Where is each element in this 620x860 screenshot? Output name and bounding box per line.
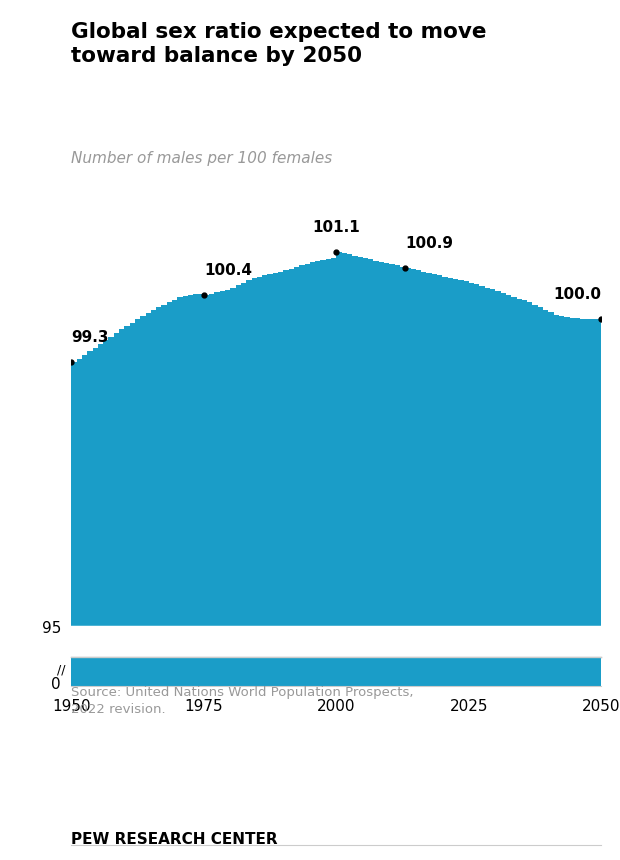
Text: 100.0: 100.0	[554, 287, 601, 303]
Text: Number of males per 100 females: Number of males per 100 females	[71, 151, 332, 166]
Text: 100.9: 100.9	[405, 236, 453, 251]
Text: //: //	[58, 664, 66, 677]
Text: Global sex ratio expected to move
toward balance by 2050: Global sex ratio expected to move toward…	[71, 22, 487, 65]
Text: 99.3: 99.3	[71, 330, 108, 345]
Text: PEW RESEARCH CENTER: PEW RESEARCH CENTER	[71, 832, 278, 847]
Text: 100.4: 100.4	[204, 263, 252, 278]
Text: 101.1: 101.1	[312, 220, 360, 235]
Text: Source: United Nations World Population Prospects,
2022 revision.: Source: United Nations World Population …	[71, 686, 414, 716]
